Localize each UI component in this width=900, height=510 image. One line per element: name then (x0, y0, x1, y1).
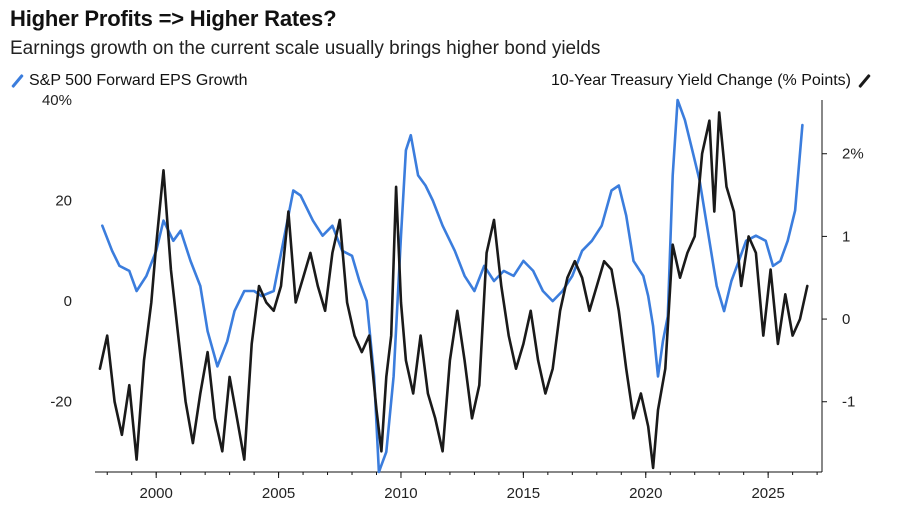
yield-change-line (98, 111, 809, 470)
chart-subtitle: Earnings growth on the current scale usu… (10, 38, 601, 59)
x-tick-label: 2010 (384, 485, 417, 502)
x-tick-label: 2000 (140, 485, 173, 502)
right-tick-label: -1 (842, 394, 855, 411)
x-tick-label: 2020 (629, 485, 662, 502)
legend-eps: S&P 500 Forward EPS Growth (10, 72, 247, 90)
left-tick-label: 40% (42, 92, 72, 109)
eps-legend-label: S&P 500 Forward EPS Growth (29, 72, 248, 89)
x-tick-label: 2005 (262, 485, 295, 502)
left-tick-label: 0 (64, 293, 72, 310)
left-tick-label: -20 (50, 394, 72, 411)
eps-growth-line (101, 98, 804, 474)
yield-legend-label: 10-Year Treasury Yield Change (% Points) (550, 72, 851, 89)
x-tick-label: 2025 (751, 485, 784, 502)
right-tick-label: 0 (842, 311, 850, 328)
legend-yield: 10-Year Treasury Yield Change (% Points) (550, 72, 871, 90)
left-tick-label: 20 (55, 193, 72, 210)
right-tick-label: 2% (842, 146, 864, 163)
right-tick-label: 1 (842, 228, 850, 245)
chart-title: Higher Profits => Higher Rates? (10, 6, 337, 31)
x-tick-label: 2015 (507, 485, 540, 502)
